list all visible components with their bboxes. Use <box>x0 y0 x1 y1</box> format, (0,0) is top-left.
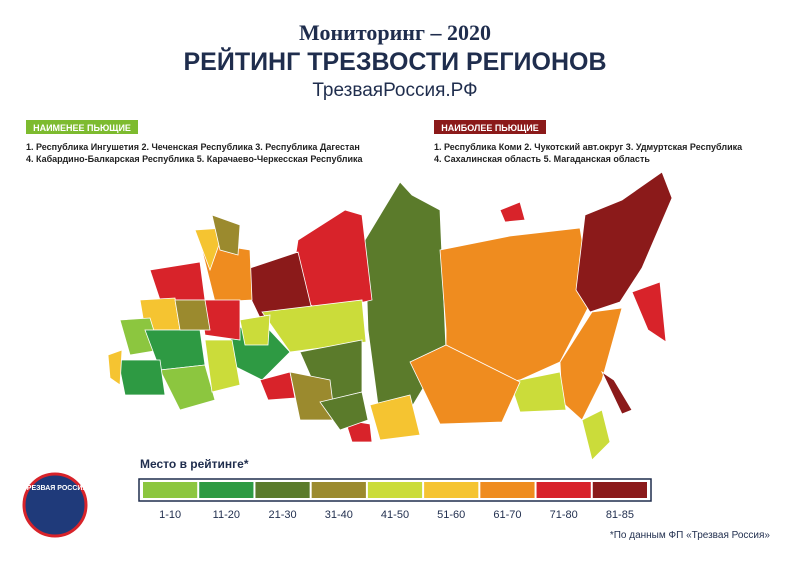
legend-label: 41-50 <box>381 509 409 521</box>
most-line: 1. Республика Коми 2. Чукотский авт.окру… <box>434 142 743 152</box>
least-line: 1. Республика Ингушетия 2. Чеченская Рес… <box>26 142 360 152</box>
region <box>149 261 206 301</box>
most-line: 4. Сахалинская область 5. Магаданская об… <box>434 154 650 164</box>
legend-label: 71-80 <box>550 509 578 521</box>
most-label: НАИБОЛЕЕ ПЬЮЩИЕ <box>441 123 538 133</box>
title: Мониторинг – 2020 <box>299 20 491 45</box>
legend-swatch <box>255 482 310 498</box>
legend-swatch <box>143 482 198 498</box>
least-label: НАИМЕНЕЕ ПЬЮЩИЕ <box>33 123 131 133</box>
legend-label: 31-40 <box>325 509 353 521</box>
legend-swatch <box>536 482 591 498</box>
footnote: *По данным ФП «Трезвая Россия» <box>610 530 771 541</box>
region <box>575 171 673 313</box>
legend-swatch <box>311 482 366 498</box>
region <box>601 370 633 415</box>
least-badge <box>26 120 138 134</box>
logo <box>22 472 88 538</box>
legend-swatch <box>199 482 254 498</box>
region <box>117 359 166 396</box>
region <box>631 281 667 343</box>
legend-swatch <box>480 482 535 498</box>
region <box>509 371 567 413</box>
region <box>261 299 367 353</box>
legend-label: 11-20 <box>213 509 240 521</box>
legend: 1-10 11-20 21-30 31-40 41-50 51-60 61-70 71-80 8… <box>138 478 652 521</box>
region <box>239 314 271 346</box>
region <box>499 201 526 223</box>
legend-label: 21-30 <box>268 509 296 521</box>
legend-frame <box>138 478 652 502</box>
legend-swatch <box>424 482 479 498</box>
logo-text: ТРЕЗВАЯ РОССИЯ <box>23 485 88 492</box>
legend-label: 1-10 <box>159 509 181 521</box>
least-line: 4. Кабардино-Балкарская Республика 5. Ка… <box>26 154 364 164</box>
legend-swatch <box>592 482 647 498</box>
region <box>319 391 369 431</box>
region <box>409 344 521 425</box>
legend-title: Место в рейтинге* <box>140 457 249 471</box>
region <box>211 214 241 256</box>
region <box>174 299 211 331</box>
site: ТрезваяРоссия.РФ <box>312 80 477 101</box>
legend-label: 51-60 <box>437 509 465 521</box>
region <box>259 371 296 401</box>
legend-label: 61-70 <box>493 509 521 521</box>
most-badge <box>434 120 546 134</box>
map <box>107 171 673 461</box>
region <box>581 409 611 461</box>
region <box>369 394 421 441</box>
legend-swatch <box>367 482 423 498</box>
legend-label: 81-85 <box>606 509 634 521</box>
region <box>159 364 216 411</box>
region <box>204 339 241 393</box>
subtitle: РЕЙТИНГ ТРЕЗВОСТИ РЕГИОНОВ <box>184 46 607 76</box>
region <box>107 349 123 386</box>
